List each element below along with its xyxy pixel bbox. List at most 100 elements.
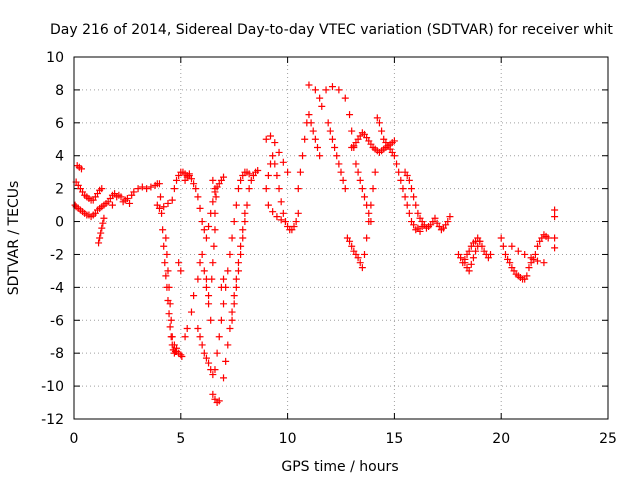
- data-point: [341, 185, 349, 193]
- data-point: [215, 333, 223, 341]
- data-point: [534, 242, 542, 250]
- data-point: [309, 127, 317, 135]
- data-point: [162, 272, 170, 280]
- data-point: [279, 158, 287, 166]
- data-point: [237, 250, 245, 258]
- data-point: [508, 242, 516, 250]
- data-point: [192, 185, 200, 193]
- data-point: [314, 144, 322, 151]
- data-point: [457, 254, 465, 262]
- data-point: [207, 316, 215, 324]
- y-tick-label: -6: [50, 313, 64, 329]
- data-point: [161, 259, 169, 267]
- data-point: [217, 316, 225, 324]
- data-point: [275, 148, 283, 156]
- data-point: [461, 259, 469, 267]
- data-point: [412, 201, 420, 209]
- data-point: [209, 259, 217, 267]
- data-point: [209, 176, 217, 184]
- data-point: [296, 168, 304, 176]
- data-point: [446, 213, 454, 221]
- data-point: [126, 199, 134, 207]
- x-tick-label: 25: [599, 431, 617, 447]
- data-point: [215, 397, 223, 405]
- data-point: [262, 135, 270, 143]
- data-point: [497, 234, 505, 242]
- data-point: [363, 234, 371, 242]
- data-point: [469, 254, 477, 262]
- data-point: [414, 209, 422, 217]
- data-point: [271, 160, 279, 168]
- data-point: [401, 193, 409, 201]
- data-point: [324, 119, 332, 127]
- data-point: [525, 264, 533, 272]
- data-point: [217, 283, 225, 291]
- data-point: [341, 94, 349, 102]
- data-point: [358, 264, 366, 272]
- data-point: [277, 216, 285, 224]
- data-point: [245, 185, 253, 193]
- data-point: [375, 119, 383, 127]
- data-point: [202, 283, 210, 291]
- data-point: [166, 323, 174, 331]
- data-point: [130, 188, 138, 196]
- data-point: [190, 292, 198, 300]
- data-point: [521, 250, 529, 258]
- data-point: [165, 310, 173, 318]
- data-point: [205, 292, 213, 300]
- x-tick-label: 15: [385, 431, 403, 447]
- data-point: [239, 234, 247, 242]
- data-point: [311, 135, 319, 143]
- data-point: [228, 234, 236, 242]
- data-point: [378, 127, 386, 135]
- data-point: [194, 193, 202, 201]
- data-point: [190, 180, 198, 188]
- data-point: [551, 244, 559, 252]
- data-point: [196, 204, 204, 212]
- data-point: [360, 250, 368, 258]
- data-point: [281, 218, 289, 226]
- data-point: [331, 144, 339, 151]
- data-point: [299, 152, 307, 160]
- data-point: [365, 218, 373, 226]
- data-point: [407, 185, 415, 193]
- data-point: [95, 239, 103, 247]
- data-point: [467, 260, 475, 268]
- data-point: [211, 366, 219, 374]
- data-point: [395, 168, 403, 176]
- data-point: [213, 349, 221, 357]
- data-point: [155, 180, 163, 188]
- y-tick-labels: -12 -10 -8 -6 -4 -2 0 2 4 6 8 10: [41, 50, 64, 428]
- data-point: [159, 226, 167, 234]
- data-point: [273, 171, 281, 179]
- data-point: [333, 152, 341, 160]
- data-point: [232, 283, 240, 291]
- data-point: [200, 349, 208, 357]
- data-point: [476, 237, 484, 245]
- data-point: [348, 127, 356, 135]
- data-point: [267, 132, 275, 140]
- data-point: [77, 165, 85, 173]
- data-point: [155, 204, 163, 212]
- y-tick-label: -8: [50, 346, 64, 362]
- data-point: [487, 250, 495, 258]
- data-point: [198, 341, 206, 349]
- data-point: [224, 341, 232, 349]
- data-point: [220, 173, 228, 181]
- data-point: [160, 242, 168, 250]
- data-point: [373, 114, 381, 122]
- data-point: [551, 234, 559, 242]
- data-point: [123, 195, 131, 203]
- y-tick-label: -10: [41, 379, 64, 395]
- data-point: [166, 300, 174, 308]
- data-point: [275, 185, 283, 193]
- data-point: [210, 242, 218, 250]
- data-point: [305, 81, 313, 89]
- data-point: [390, 152, 398, 160]
- data-point: [237, 242, 245, 250]
- data-point: [371, 168, 379, 176]
- data-point: [196, 259, 204, 267]
- data-point: [247, 176, 255, 184]
- data-point: [346, 237, 354, 245]
